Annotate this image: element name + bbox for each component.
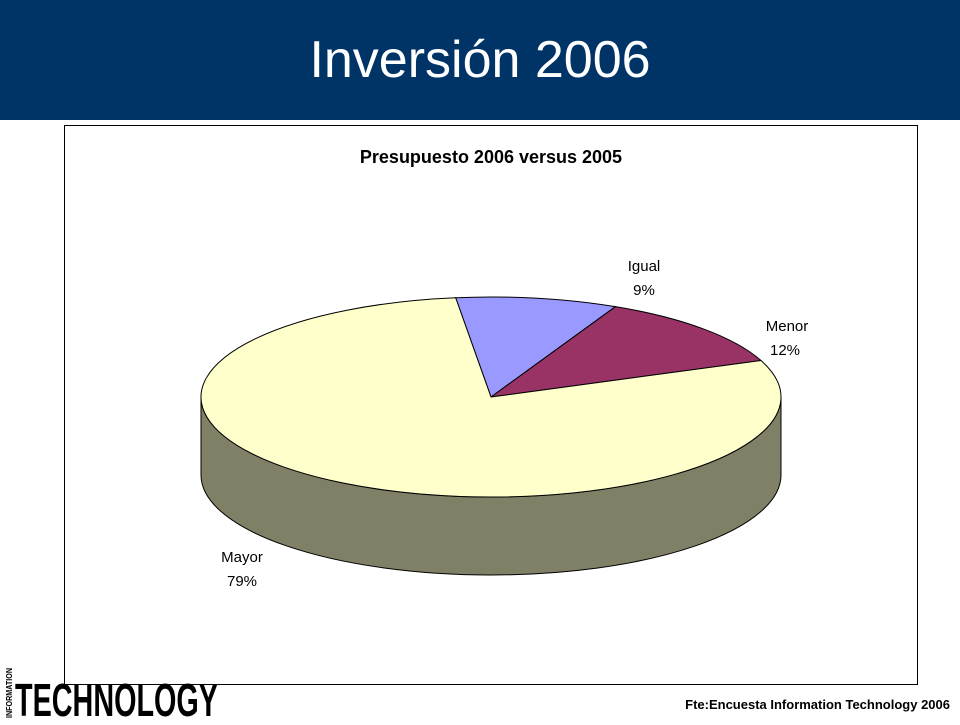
pie-labels: Igual 9% Menor 12% Mayor 79% <box>221 258 808 590</box>
slide-header <box>0 0 960 120</box>
pie-slice-igual <box>454 296 617 398</box>
logo-main-text: TECHNOLOGY <box>15 674 218 720</box>
slice-label-igual: Igual <box>628 258 661 275</box>
pie-chart: Presupuesto 2006 versus 2005 Igual 9% Me… <box>200 147 808 590</box>
technology-logo: INFORMATION TECHNOLOGY <box>0 666 230 725</box>
logo-small-text: INFORMATION <box>4 668 14 718</box>
slice-value-mayor: 79% <box>227 573 257 590</box>
source-note: Fte:Encuesta Information Technology 2006 <box>685 697 950 712</box>
pie-slice-menor <box>490 306 763 398</box>
slice-value-igual: 9% <box>633 282 655 299</box>
pie-slice-mayor <box>200 297 782 498</box>
slice-label-menor: Menor <box>766 318 809 335</box>
chart-title: Presupuesto 2006 versus 2005 <box>360 147 622 167</box>
slice-label-mayor: Mayor <box>221 549 263 566</box>
slide-title: Inversión 2006 <box>309 31 651 89</box>
slice-value-menor: 12% <box>770 342 800 359</box>
chart-area: Presupuesto 2006 versus 2005 Igual 9% Me… <box>64 125 918 685</box>
pie-top <box>200 296 782 498</box>
